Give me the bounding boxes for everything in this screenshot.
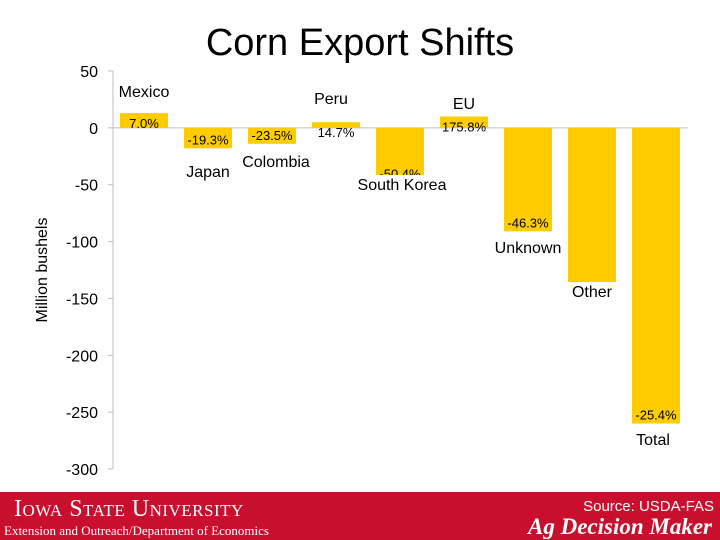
bar-pct-label: -46.3% xyxy=(507,215,549,230)
bar-chart: 50 0 -50 -100 -150 -200 -250 -300 Million bushel… xyxy=(34,64,688,479)
bar-pct-label: -23.5% xyxy=(251,128,293,143)
category-label-bg xyxy=(183,162,233,181)
category-label-bg xyxy=(493,238,563,257)
department-text: Extension and Outreach/Department of Eco… xyxy=(4,523,269,538)
bar-eu xyxy=(440,116,488,128)
bar-unknown xyxy=(504,127,552,232)
y-tick-label: -250 xyxy=(66,405,98,422)
y-tick-label: -300 xyxy=(66,462,98,479)
bar-south-korea xyxy=(376,127,424,183)
bar-total xyxy=(632,127,680,424)
bar-pct-label: 14.7% xyxy=(318,125,355,140)
bars xyxy=(120,113,680,424)
bar-pct-label: -25.4% xyxy=(635,408,677,423)
category-label-bg xyxy=(310,89,352,108)
bar-colombia xyxy=(248,127,296,144)
category-label: South Korea xyxy=(358,177,447,194)
bar-japan xyxy=(184,127,232,149)
category-label-bg xyxy=(628,430,678,449)
bar-pct-label: 175.8% xyxy=(442,119,487,134)
category-label: Peru xyxy=(314,91,348,108)
category-label: Mexico xyxy=(119,84,170,101)
category-label: EU xyxy=(453,96,475,113)
brand-logo: Ag Decision Maker xyxy=(528,514,712,539)
category-label-bg xyxy=(349,175,455,194)
bar-pct-label: -19.3% xyxy=(187,132,229,147)
y-tick-label: -50 xyxy=(75,178,98,195)
category-label: Unknown xyxy=(495,240,562,257)
labels: 7.0% Mexico -19.3% Japan -23.5% Colombia 14.7%… xyxy=(114,82,678,449)
bar-pct-label: 7.0% xyxy=(129,116,159,131)
category-label-bg xyxy=(452,94,476,113)
bar-other xyxy=(568,127,616,299)
university-logo: Iowa State University xyxy=(14,496,244,522)
category-label-bg xyxy=(237,152,315,171)
y-tick-label: 50 xyxy=(80,64,98,81)
category-label-bg xyxy=(114,82,174,101)
source-note: Source: USDA-FAS xyxy=(583,498,714,515)
category-label: Japan xyxy=(186,164,230,181)
category-label: Colombia xyxy=(242,154,310,171)
y-tick-label: -200 xyxy=(66,348,98,365)
bar-mexico xyxy=(120,113,168,128)
category-label-bg xyxy=(567,282,617,301)
category-label: Total xyxy=(636,432,670,449)
y-tick-label: 0 xyxy=(89,121,98,138)
y-tick-label: -150 xyxy=(66,291,98,308)
y-tick-label: -100 xyxy=(66,235,98,252)
chart-title: Corn Export Shifts xyxy=(205,22,515,64)
y-axis-title: Million bushels xyxy=(34,218,51,323)
footer-bar: Iowa State University Extension and Outr… xyxy=(0,492,720,540)
category-label: Other xyxy=(572,284,613,301)
bar-peru xyxy=(312,122,360,128)
